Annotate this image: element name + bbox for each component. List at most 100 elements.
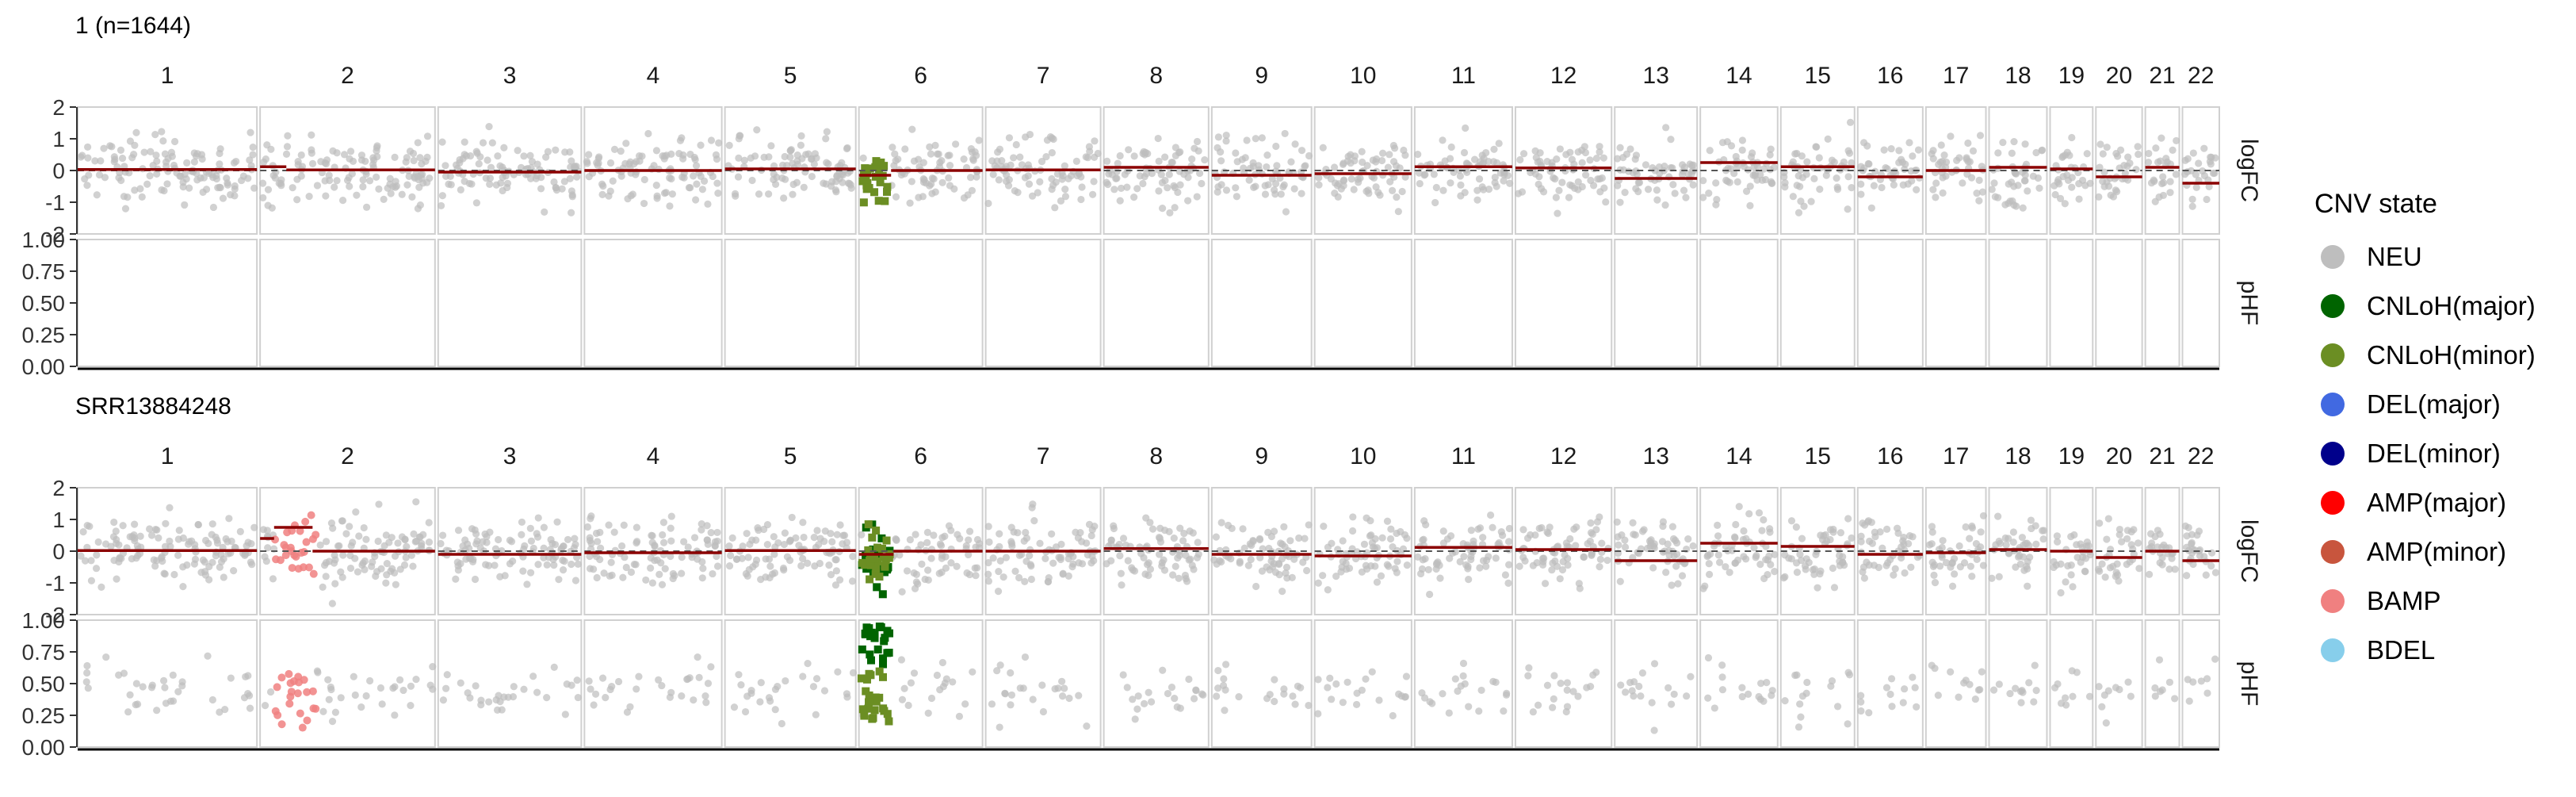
neu-point xyxy=(1171,204,1179,212)
neu-point xyxy=(2207,562,2215,570)
neu-point xyxy=(174,535,182,543)
neu-point xyxy=(770,550,778,558)
neu-point xyxy=(1792,523,1800,531)
neu-point xyxy=(659,531,667,539)
neu-point xyxy=(1010,528,1018,536)
neu-point xyxy=(1898,159,1906,167)
neu-point xyxy=(1787,517,1796,525)
neu-point xyxy=(606,187,614,195)
legend-dot xyxy=(2321,343,2345,367)
neu-point xyxy=(1665,546,1673,554)
neu-point xyxy=(1332,573,1340,581)
neu-point xyxy=(473,537,481,545)
neu-point xyxy=(600,569,608,577)
neu-point xyxy=(1780,173,1788,181)
neu-point xyxy=(633,523,640,531)
neu-point xyxy=(839,531,847,539)
chromosome-label: 18 xyxy=(2005,63,2031,89)
neu-point xyxy=(768,570,777,578)
neu-point xyxy=(1002,554,1011,561)
neu-point xyxy=(619,573,627,581)
neu-point xyxy=(1746,201,1754,210)
cnv-point xyxy=(885,629,894,638)
neu-point xyxy=(617,147,625,155)
neu-point xyxy=(1771,550,1779,558)
neu-point xyxy=(640,175,648,184)
neu-point xyxy=(494,152,502,160)
neu-point xyxy=(526,569,535,577)
neu-point xyxy=(112,527,120,535)
neu-point xyxy=(2183,572,2191,580)
neu-point xyxy=(1467,527,1475,535)
neu-point xyxy=(1171,562,1179,570)
neu-point xyxy=(533,688,541,696)
neu-point xyxy=(1459,672,1467,680)
neu-point xyxy=(2135,150,2142,159)
neu-point xyxy=(771,706,779,714)
neu-point xyxy=(927,150,935,158)
neu-point xyxy=(755,526,762,535)
neu-point xyxy=(1622,150,1631,158)
cnv-point xyxy=(860,711,869,720)
neu-point xyxy=(735,154,743,162)
neu-point xyxy=(1935,160,1943,168)
neu-point xyxy=(1566,181,1574,189)
neu-point xyxy=(751,152,759,160)
neu-point xyxy=(1461,680,1469,688)
neu-point xyxy=(153,707,161,715)
neu-point xyxy=(2203,195,2211,204)
neu-point xyxy=(1809,565,1817,574)
cnv-point xyxy=(872,157,881,166)
neu-point xyxy=(984,577,993,585)
neu-point xyxy=(1042,153,1050,161)
neu-point xyxy=(84,154,92,162)
facet-panel xyxy=(1779,239,1856,367)
neu-point xyxy=(1650,726,1658,734)
neu-point xyxy=(947,559,955,567)
chromosome-label: 22 xyxy=(2188,443,2214,469)
neu-point xyxy=(658,681,666,690)
neu-point xyxy=(1201,155,1209,164)
neu-point xyxy=(373,147,380,155)
neu-point xyxy=(614,677,623,686)
cnv-point xyxy=(286,543,295,552)
neu-point xyxy=(675,150,683,158)
neu-point xyxy=(568,560,575,569)
neu-point xyxy=(573,173,581,181)
neu-point xyxy=(2029,172,2037,180)
neu-point xyxy=(1712,179,1720,187)
neu-point xyxy=(201,571,210,579)
neu-point xyxy=(2104,515,2112,523)
neu-point xyxy=(1839,558,1847,566)
neu-point xyxy=(736,132,744,140)
y-tick-label: -2 xyxy=(45,222,65,247)
neu-point xyxy=(439,531,447,539)
neu-point xyxy=(1048,186,1056,194)
cnv-point xyxy=(875,623,884,631)
neu-point xyxy=(1089,190,1097,198)
neu-point xyxy=(1222,186,1231,194)
neu-point xyxy=(928,174,936,182)
neu-point xyxy=(709,569,717,578)
neu-point xyxy=(2067,571,2075,579)
neu-point xyxy=(78,151,86,159)
legend-item: BAMP xyxy=(2314,577,2568,626)
cnv-point xyxy=(864,704,873,713)
neu-point xyxy=(560,178,568,186)
neu-point xyxy=(429,662,437,671)
neu-point xyxy=(1058,677,1066,685)
neu-point xyxy=(574,693,582,702)
neu-point xyxy=(355,532,363,540)
neu-point xyxy=(1572,542,1580,550)
neu-point xyxy=(485,698,493,706)
neu-point xyxy=(1857,698,1865,706)
cnv-point xyxy=(287,688,296,696)
neu-point xyxy=(2068,183,2076,191)
neu-point xyxy=(633,158,640,166)
neu-point xyxy=(699,565,707,573)
neu-point xyxy=(1168,159,1175,167)
chromosome-label: 8 xyxy=(1149,63,1163,89)
neu-point xyxy=(727,551,735,560)
neu-point xyxy=(1090,178,1098,186)
neu-point xyxy=(965,536,973,544)
